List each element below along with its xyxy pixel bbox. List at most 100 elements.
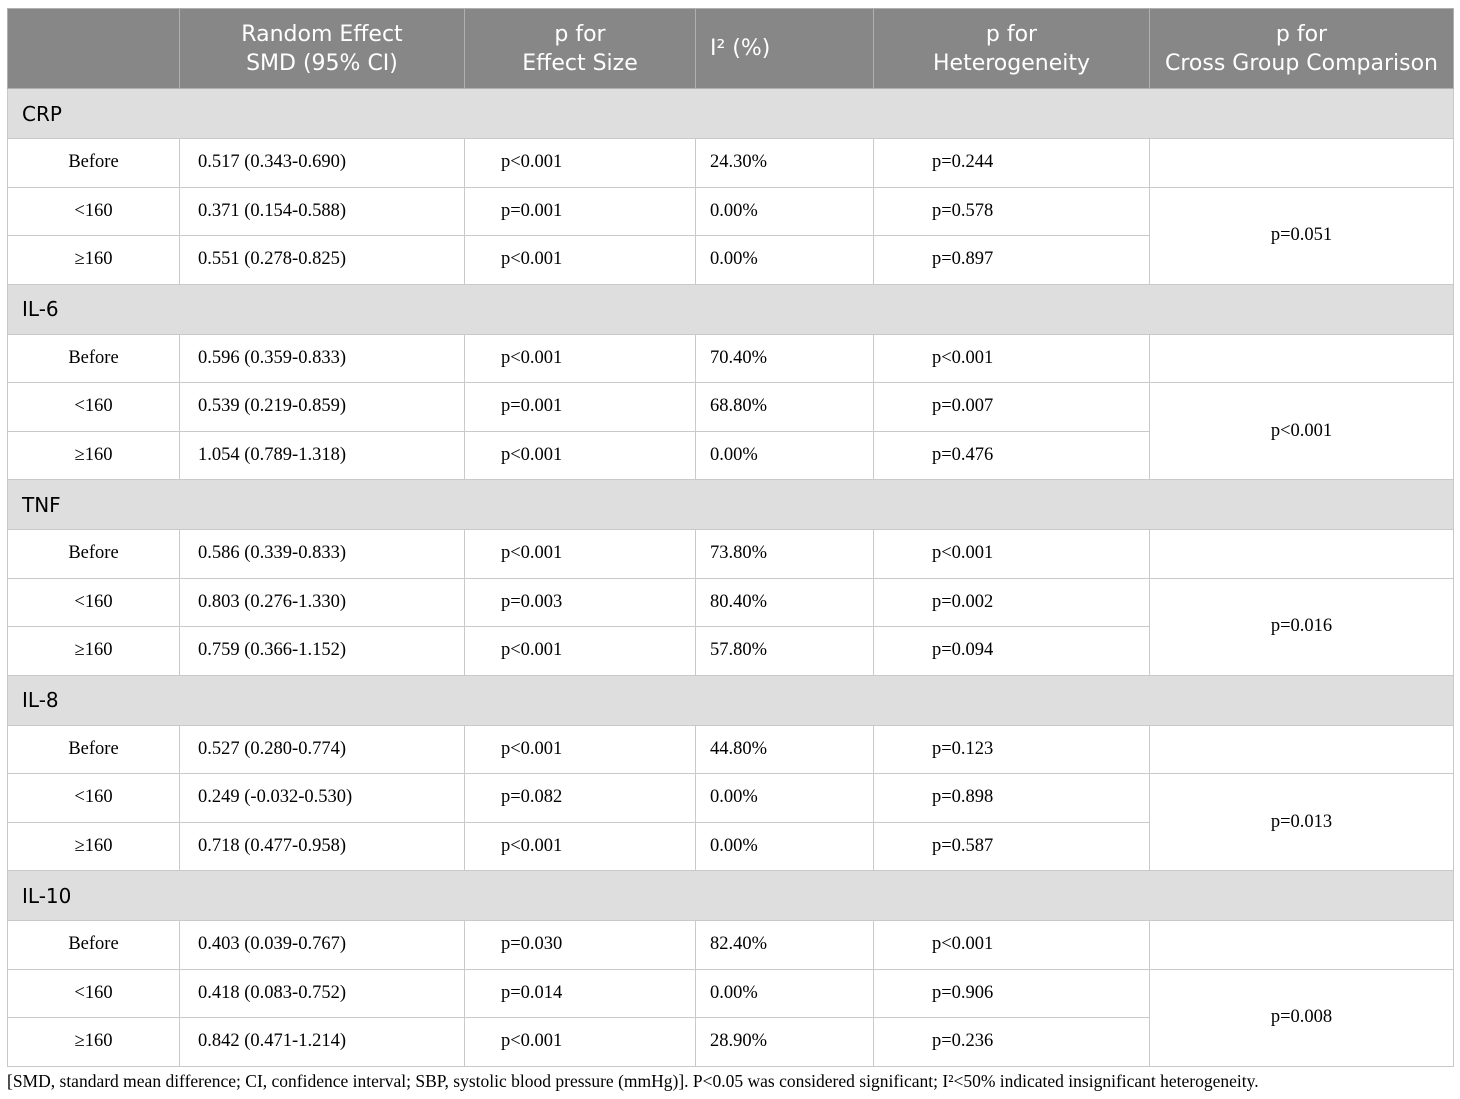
p-heterogeneity-cell: p=0.123 — [873, 724, 1150, 774]
subgroup-cell: ≥160 — [7, 430, 180, 480]
p-heterogeneity-cell: p<0.001 — [873, 529, 1150, 579]
subgroup-cell: Before — [7, 724, 180, 774]
cross-group-cell — [1149, 724, 1454, 774]
smd-cell: 0.596 (0.359-0.833) — [179, 333, 465, 383]
subgroup-cell: ≥160 — [7, 821, 180, 871]
smd-cell: 1.054 (0.789-1.318) — [179, 430, 465, 480]
p-effect-size-cell: p<0.001 — [464, 529, 696, 579]
smd-cell: 0.403 (0.039-0.767) — [179, 920, 465, 970]
smd-cell: 0.517 (0.343-0.690) — [179, 138, 465, 188]
table-row: <160 0.803 (0.276-1.330) p=0.003 80.40% p=0.… — [7, 577, 1454, 676]
cross-group-cell: p=0.016 — [1149, 577, 1454, 676]
header-line: p for — [985, 21, 1038, 47]
p-heterogeneity-cell: p<0.001 — [873, 920, 1150, 970]
table-row: ≥160 0.759 (0.366-1.152) p<0.001 57.80% p=0.… — [7, 626, 1454, 676]
header-line: p for — [554, 21, 606, 47]
cross-group-cell: p=0.008 — [1149, 968, 1454, 1067]
p-effect-size-cell: p=0.003 — [464, 577, 696, 627]
group-name: IL-6 — [7, 283, 1454, 335]
p-effect-size-cell: p<0.001 — [464, 724, 696, 774]
i2-cell: 0.00% — [695, 430, 874, 480]
table-row: <160 0.249 (-0.032-0.530) p=0.082 0.00% p=0.… — [7, 773, 1454, 871]
subgroup-cell: ≥160 — [7, 235, 180, 285]
smd-cell: 0.803 (0.276-1.330) — [179, 577, 465, 627]
header-line: Heterogeneity — [933, 50, 1090, 76]
p-heterogeneity-cell: p=0.898 — [873, 773, 1150, 823]
table-row: ≥160 0.718 (0.477-0.958) p<0.001 0.00% p=0.5… — [7, 821, 1454, 871]
group-header-row: CRP — [7, 88, 1454, 139]
results-table: Random Effect SMD (95% CI) p for Effect … — [7, 8, 1454, 1067]
subgroup-cell: <160 — [7, 968, 180, 1018]
cross-group-cell: p=0.013 — [1149, 773, 1454, 871]
smd-cell: 0.249 (-0.032-0.530) — [179, 773, 465, 823]
table-row: ≥160 0.551 (0.278-0.825) p<0.001 0.00% p=0.8… — [7, 235, 1454, 285]
header-empty-cell — [7, 8, 180, 89]
group-header-row: IL-6 — [7, 283, 1454, 335]
group-name: IL-10 — [7, 870, 1454, 921]
i2-cell: 80.40% — [695, 577, 874, 627]
table-row: ≥160 0.842 (0.471-1.214) p<0.001 28.90% p=0.… — [7, 1017, 1454, 1067]
group-name: TNF — [7, 479, 1454, 530]
i2-cell: 73.80% — [695, 529, 874, 579]
p-effect-size-cell: p=0.082 — [464, 773, 696, 823]
cross-group-cell — [1149, 138, 1454, 188]
table-row: Before 0.596 (0.359-0.833) p<0.001 70.40% p<… — [7, 333, 1454, 383]
header-line: Effect Size — [522, 50, 638, 76]
table-row: ≥160 1.054 (0.789-1.318) p<0.001 0.00% p=0.4… — [7, 430, 1454, 480]
i2-cell: 0.00% — [695, 968, 874, 1018]
p-effect-size-cell: p<0.001 — [464, 1017, 696, 1067]
header-row: Random Effect SMD (95% CI) p for Effect … — [7, 8, 1454, 89]
i2-cell: 0.00% — [695, 821, 874, 871]
header-line: Cross Group Comparison — [1165, 50, 1438, 76]
header-i2: I² (%) — [695, 8, 874, 89]
i2-cell: 24.30% — [695, 138, 874, 188]
i2-cell: 0.00% — [695, 186, 874, 236]
p-heterogeneity-cell: p=0.476 — [873, 430, 1150, 480]
i2-cell: 44.80% — [695, 724, 874, 774]
subgroup-cell: ≥160 — [7, 1017, 180, 1067]
cross-group-cell — [1149, 333, 1454, 383]
cross-group-cell — [1149, 529, 1454, 579]
p-effect-size-cell: p=0.001 — [464, 382, 696, 432]
p-effect-size-cell: p<0.001 — [464, 430, 696, 480]
table-row: Before 0.403 (0.039-0.767) p=0.030 82.40% p<… — [7, 920, 1454, 970]
p-effect-size-cell: p=0.030 — [464, 920, 696, 970]
p-effect-size-cell: p<0.001 — [464, 235, 696, 285]
smd-cell: 0.842 (0.471-1.214) — [179, 1017, 465, 1067]
p-effect-size-cell: p<0.001 — [464, 333, 696, 383]
i2-cell: 0.00% — [695, 773, 874, 823]
p-heterogeneity-cell: p=0.236 — [873, 1017, 1150, 1067]
subgroup-cell: Before — [7, 333, 180, 383]
p-heterogeneity-cell: p<0.001 — [873, 333, 1150, 383]
subgroup-cell: <160 — [7, 773, 180, 823]
subgroup-cell: Before — [7, 138, 180, 188]
smd-cell: 0.586 (0.339-0.833) — [179, 529, 465, 579]
group-header-row: TNF — [7, 479, 1454, 530]
p-effect-size-cell: p=0.014 — [464, 968, 696, 1018]
p-heterogeneity-cell: p=0.007 — [873, 382, 1150, 432]
p-heterogeneity-cell: p=0.578 — [873, 186, 1150, 236]
table-body: CRP Before 0.517 (0.343-0.690) p<0.001 24.30… — [7, 88, 1454, 1067]
p-effect-size-cell: p=0.001 — [464, 186, 696, 236]
p-effect-size-cell: p<0.001 — [464, 626, 696, 676]
smd-cell: 0.551 (0.278-0.825) — [179, 235, 465, 285]
header-line: p for — [1275, 21, 1328, 47]
header-p-effect-size: p for Effect Size — [464, 8, 696, 89]
header-line: Random Effect — [241, 21, 403, 47]
i2-cell: 68.80% — [695, 382, 874, 432]
group-header-row: IL-8 — [7, 674, 1454, 726]
i2-cell: 57.80% — [695, 626, 874, 676]
subgroup-cell: Before — [7, 529, 180, 579]
i2-cell: 28.90% — [695, 1017, 874, 1067]
subgroup-cell: ≥160 — [7, 626, 180, 676]
subgroup-cell: Before — [7, 920, 180, 970]
cross-group-cell — [1149, 920, 1454, 970]
smd-cell: 0.418 (0.083-0.752) — [179, 968, 465, 1018]
smd-cell: 0.527 (0.280-0.774) — [179, 724, 465, 774]
table-row: <160 0.418 (0.083-0.752) p=0.014 0.00% p=0.9… — [7, 968, 1454, 1067]
table-row: Before 0.586 (0.339-0.833) p<0.001 73.80% p<… — [7, 529, 1454, 579]
header-line: SMD (95% CI) — [246, 50, 398, 76]
i2-cell: 0.00% — [695, 235, 874, 285]
p-heterogeneity-cell: p=0.906 — [873, 968, 1150, 1018]
table-row: Before 0.517 (0.343-0.690) p<0.001 24.30% p=… — [7, 138, 1454, 188]
